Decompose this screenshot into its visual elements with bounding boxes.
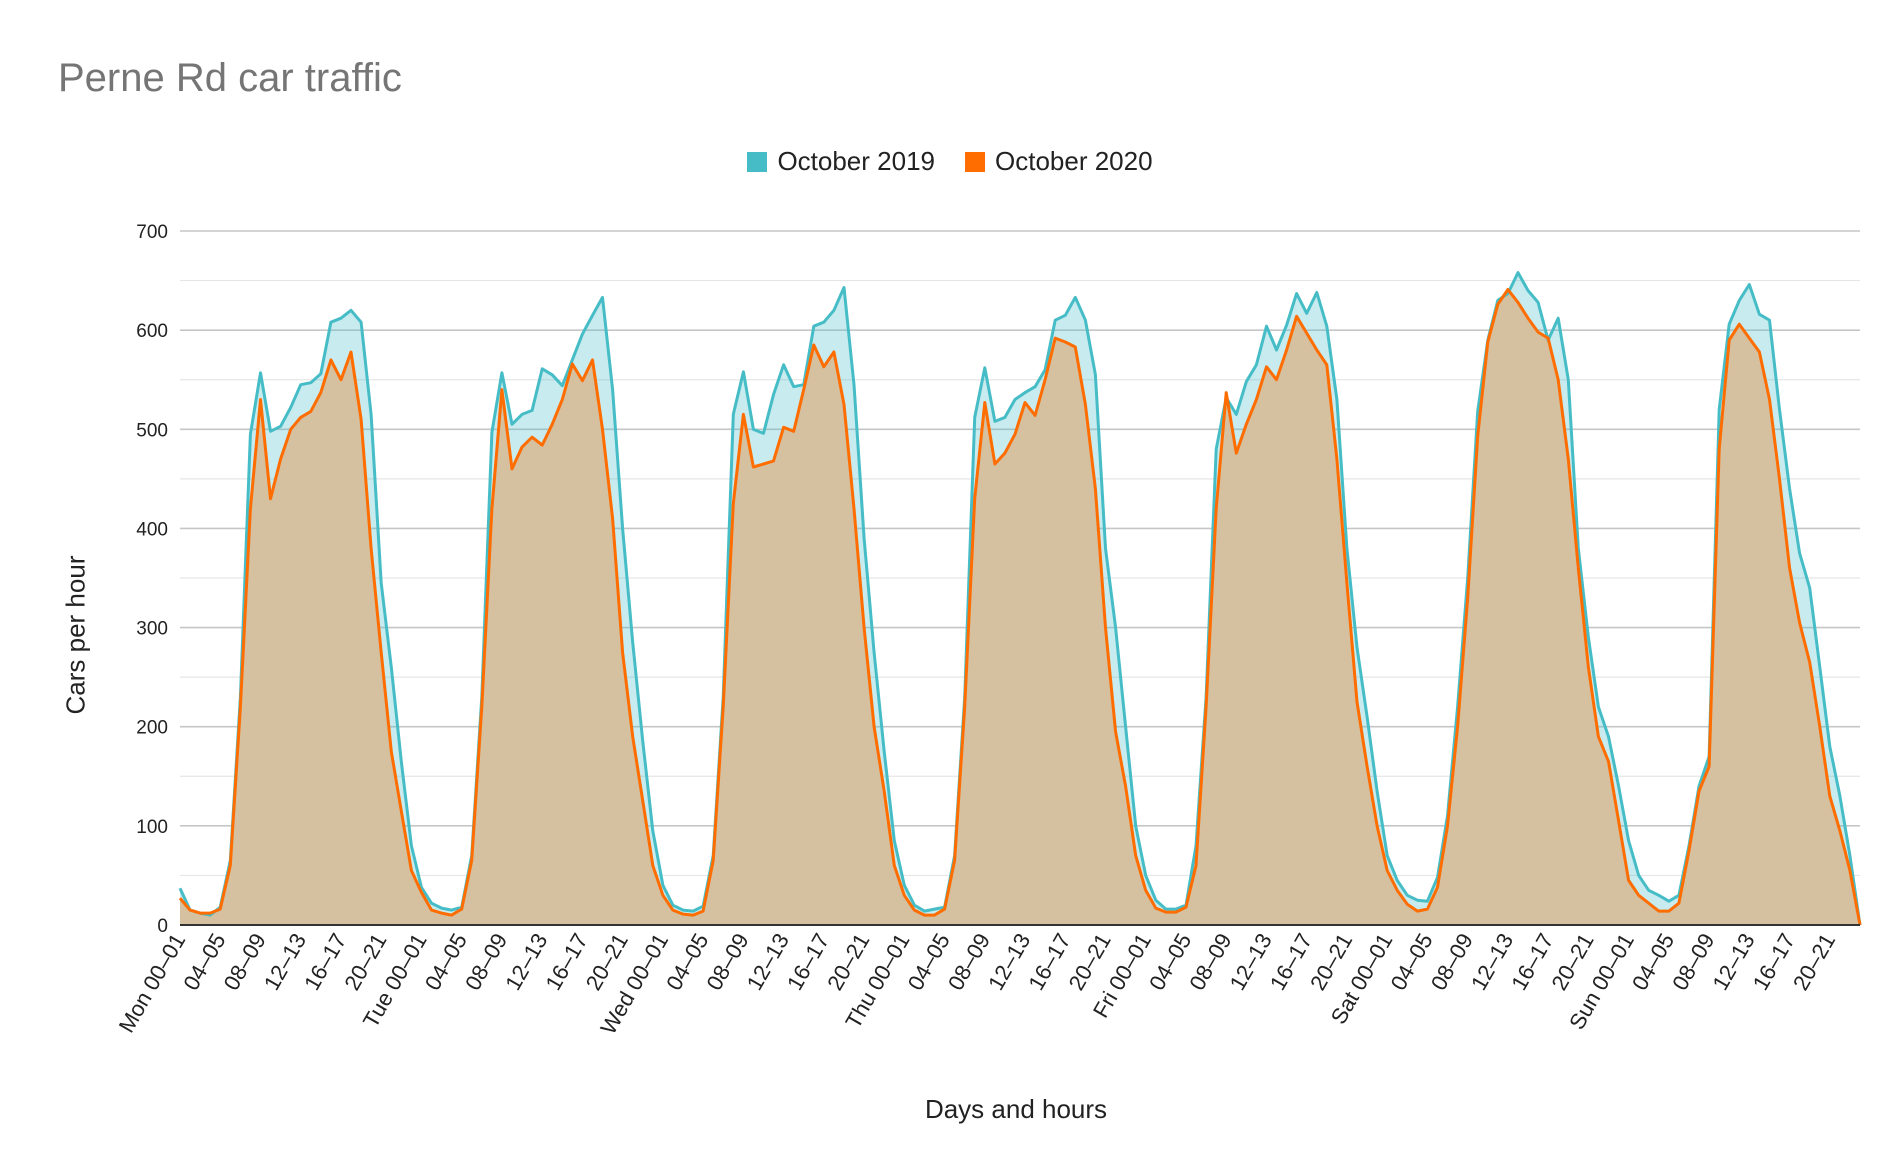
legend-label-2019: October 2019 (777, 146, 935, 176)
legend-label-2020: October 2020 (995, 146, 1153, 176)
y-tick-label: 0 (157, 916, 168, 937)
y-tick-label: 300 (136, 619, 168, 640)
series-lines (178, 271, 1862, 926)
y-tick-labels: 0 100 200 300 400 500 600 700 (136, 222, 168, 937)
y-tick-label: 500 (136, 420, 168, 441)
y-tick-label: 600 (136, 321, 168, 342)
y-tick-label: 400 (136, 519, 168, 540)
series-line-2020 (178, 288, 1862, 926)
x-axis-title: Days and hours (924, 1094, 1108, 1124)
y-tick-label: 700 (136, 222, 168, 243)
series-line-2019 (178, 271, 1862, 926)
series-areas (180, 272, 1860, 926)
legend: October 2019 October 2020 (0, 146, 1900, 177)
chart-title: Perne Rd car traffic (58, 56, 402, 100)
series-area-2020 (180, 289, 1860, 925)
x-tick-label: 20–21 (1788, 929, 1840, 994)
legend-swatch-2019 (747, 151, 768, 172)
legend-item-2020[interactable]: October 2020 (965, 146, 1153, 177)
y-tick-label: 100 (136, 817, 168, 838)
legend-swatch-2020 (965, 151, 985, 172)
legend-item-2019[interactable]: October 2019 (747, 146, 935, 177)
y-tick-label: 200 (136, 718, 168, 739)
